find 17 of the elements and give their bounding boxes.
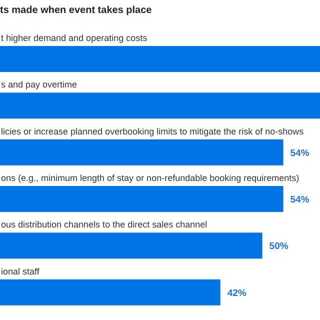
- data-label: 54%: [290, 148, 310, 159]
- y-tick-label: ional staff: [1, 266, 40, 276]
- bar: [0, 139, 284, 166]
- y-tick-label: s and pay overtime: [1, 80, 78, 90]
- data-label: 42%: [227, 288, 247, 299]
- y-tick-label: t higher demand and operating costs: [1, 33, 148, 43]
- y-tick-label: licies or increase planned overbooking limits to mitigate the risk of no-shows: [1, 126, 304, 136]
- bar: [0, 186, 284, 212]
- bar: [0, 279, 220, 306]
- data-label: 54%: [290, 194, 310, 206]
- text: ts made when event takes place: [0, 5, 152, 16]
- bar: [0, 232, 262, 259]
- data-label: 50%: [269, 241, 289, 252]
- y-tick-label: ous distribution channels to the direct sales channel: [1, 220, 208, 230]
- bar: [0, 46, 320, 72]
- bar: [0, 92, 320, 119]
- y-tick-label: ons (e.g., minimum length of stay or non-refundable booking requirements): [1, 173, 300, 183]
